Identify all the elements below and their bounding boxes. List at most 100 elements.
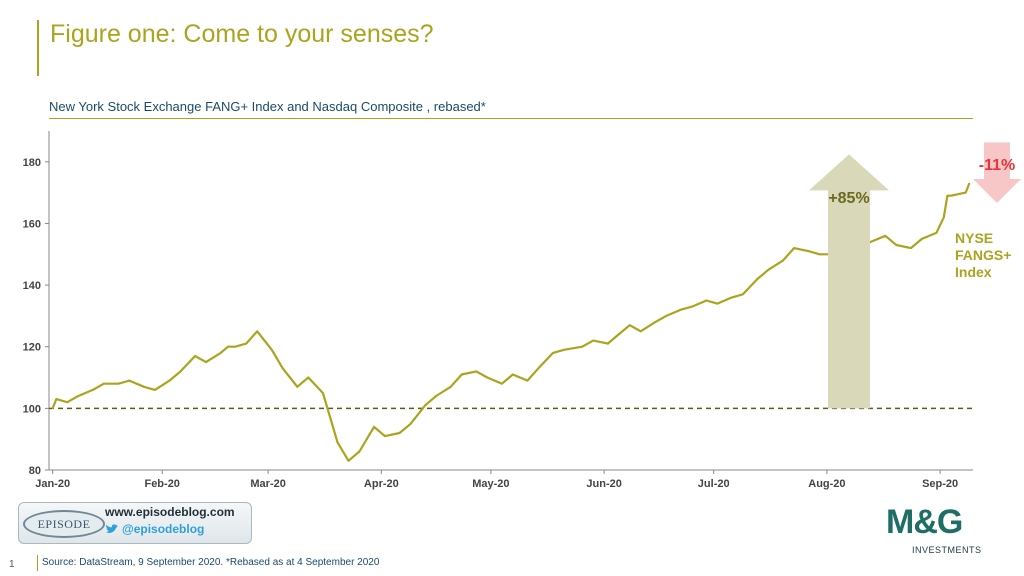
y-tick-label: 160	[23, 218, 41, 230]
data-point	[179, 370, 182, 373]
data-point	[245, 342, 248, 345]
data-point	[168, 379, 171, 382]
data-point	[475, 370, 478, 373]
page-title: Figure one: Come to your senses?	[50, 20, 434, 48]
data-point	[347, 459, 350, 462]
gain-label: +85%	[828, 190, 869, 207]
data-point	[654, 321, 657, 323]
data-point	[552, 352, 554, 354]
data-point	[512, 373, 514, 376]
data-point	[946, 194, 949, 197]
y-tick-label: 80	[29, 465, 41, 477]
episode-logo: EPISODE	[23, 510, 105, 538]
x-tick-label: Jul-20	[698, 478, 730, 490]
data-point	[680, 308, 682, 311]
twitter-bird-icon	[106, 524, 118, 533]
subtitle-rule	[49, 118, 973, 119]
y-tick-label: 140	[23, 280, 41, 292]
data-point	[92, 389, 94, 391]
x-tick-label: Sep-20	[922, 478, 958, 490]
data-point	[281, 367, 284, 370]
data-point	[435, 395, 437, 397]
data-point	[921, 238, 923, 240]
data-point	[869, 241, 872, 243]
data-point	[460, 373, 463, 376]
data-point	[219, 352, 222, 354]
data-point	[322, 392, 324, 394]
data-point	[66, 401, 69, 404]
data-point	[895, 244, 898, 246]
data-point	[55, 398, 58, 400]
data-point	[77, 395, 80, 397]
source-accent-bar	[37, 555, 38, 571]
source-note: Source: DataStream, 9 September 2020. *R…	[42, 557, 380, 568]
data-point	[942, 216, 945, 219]
data-point	[581, 345, 584, 348]
series-label: NYSE FANGS+ Index	[955, 230, 1011, 280]
data-point	[270, 349, 273, 351]
data-point	[526, 379, 529, 382]
data-point	[373, 426, 375, 428]
data-point	[384, 435, 386, 437]
data-point	[143, 385, 145, 388]
data-point	[968, 182, 971, 185]
data-point	[592, 339, 594, 342]
x-tick-label: Mar-20	[250, 478, 285, 490]
x-tick-label: Jun-20	[586, 478, 621, 490]
data-point	[910, 247, 912, 249]
x-tick-label: Jan-20	[35, 478, 70, 490]
data-point	[884, 234, 887, 237]
data-point	[296, 385, 299, 388]
blog-url[interactable]: www.episodeblog.com	[105, 505, 235, 519]
data-point	[782, 259, 784, 262]
twitter-handle-row[interactable]: @episodeblog	[105, 522, 204, 536]
chart-subtitle: New York Stock Exchange FANG+ Index and …	[49, 99, 486, 114]
data-point	[51, 407, 54, 410]
data-point	[501, 382, 503, 385]
data-point	[128, 379, 131, 382]
y-tick-label: 120	[23, 342, 41, 354]
data-point	[628, 324, 631, 326]
data-point	[818, 253, 821, 256]
chart-annotations: +85% -11% NYSE FANGS+ Index	[809, 142, 1021, 409]
data-point	[227, 345, 229, 348]
data-point	[205, 361, 207, 363]
data-point	[756, 278, 759, 280]
up-arrow	[809, 154, 889, 409]
episode-logo-box[interactable]: EPISODE www.episodeblog.com @episodeblog	[18, 502, 252, 544]
data-point	[563, 349, 565, 351]
data-point	[307, 376, 310, 379]
y-tick-label: 180	[23, 157, 41, 169]
data-point	[537, 367, 540, 370]
data-point	[194, 355, 196, 357]
page-number: 1	[9, 559, 15, 570]
down-arrow	[973, 142, 1021, 204]
data-point	[449, 385, 452, 388]
data-point	[767, 268, 770, 271]
data-point	[117, 382, 120, 385]
mg-investments-logo: M&G INVESTMENTS	[886, 503, 990, 557]
data-point	[398, 432, 401, 434]
x-tick-label: Feb-20	[144, 478, 179, 490]
data-point	[102, 382, 105, 385]
data-point	[486, 376, 489, 379]
data-point	[617, 333, 620, 336]
data-point	[256, 330, 258, 333]
loss-label: -11%	[979, 157, 1015, 174]
data-point	[705, 299, 708, 302]
twitter-handle: @episodeblog	[122, 522, 205, 536]
data-point	[336, 441, 339, 444]
data-point	[950, 194, 952, 197]
data-point	[665, 315, 668, 317]
data-point	[329, 416, 332, 419]
data-point	[793, 247, 795, 249]
data-point	[358, 450, 361, 453]
y-tick-label: 100	[23, 403, 41, 415]
data-point	[424, 404, 426, 407]
data-point	[716, 302, 719, 305]
data-point	[154, 389, 156, 391]
data-point	[409, 422, 412, 425]
chart-axes: 80 100 120 140 160 180 Jan-20 Feb-20 Mar-20 Apr-2…	[23, 131, 973, 490]
data-point	[690, 305, 693, 308]
